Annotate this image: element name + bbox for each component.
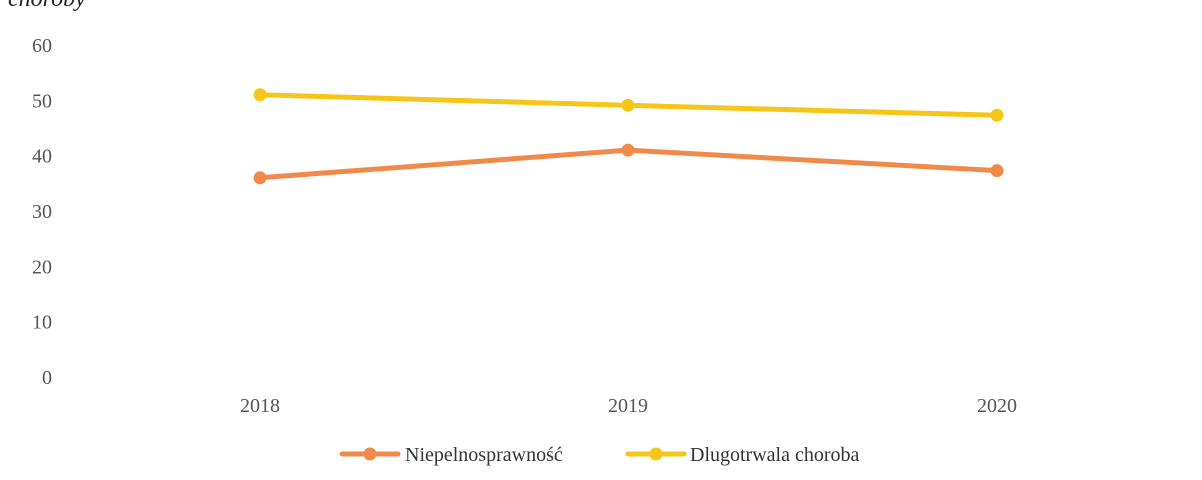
legend-entry: Niepelnosprawność bbox=[339, 444, 563, 466]
legend-label: Dlugotrwala choroba bbox=[690, 444, 860, 466]
y-tick-label: 30 bbox=[32, 201, 52, 223]
x-axis-ticks: 2018 2019 2020 bbox=[240, 395, 1017, 417]
data-point bbox=[621, 98, 635, 112]
data-point bbox=[621, 143, 635, 157]
legend-label: Niepelnosprawność bbox=[405, 444, 563, 466]
legend-swatch-marker bbox=[649, 447, 663, 461]
x-tick-label: 2020 bbox=[977, 395, 1017, 417]
y-tick-label: 0 bbox=[42, 367, 52, 389]
data-point bbox=[253, 88, 267, 102]
series-1 bbox=[253, 88, 1004, 122]
chart-title-fragment: choroby bbox=[8, 0, 86, 12]
y-tick-label: 40 bbox=[32, 146, 52, 168]
data-point bbox=[253, 171, 267, 185]
data-point bbox=[990, 164, 1004, 178]
y-axis-ticks: 0 10 20 30 40 50 60 bbox=[32, 35, 52, 389]
x-tick-label: 2018 bbox=[240, 395, 280, 417]
y-tick-label: 10 bbox=[32, 312, 52, 334]
y-tick-label: 20 bbox=[32, 256, 52, 278]
x-tick-label: 2019 bbox=[608, 395, 648, 417]
series-0 bbox=[253, 143, 1004, 185]
data-point bbox=[990, 108, 1004, 122]
y-tick-label: 50 bbox=[32, 90, 52, 112]
y-tick-label: 60 bbox=[32, 35, 52, 57]
legend: Niepelnosprawność Dlugotrwala choroba bbox=[339, 444, 860, 466]
series-layer bbox=[253, 88, 1004, 185]
legend-swatch-marker bbox=[363, 447, 377, 461]
legend-entry: Dlugotrwala choroba bbox=[625, 444, 860, 466]
